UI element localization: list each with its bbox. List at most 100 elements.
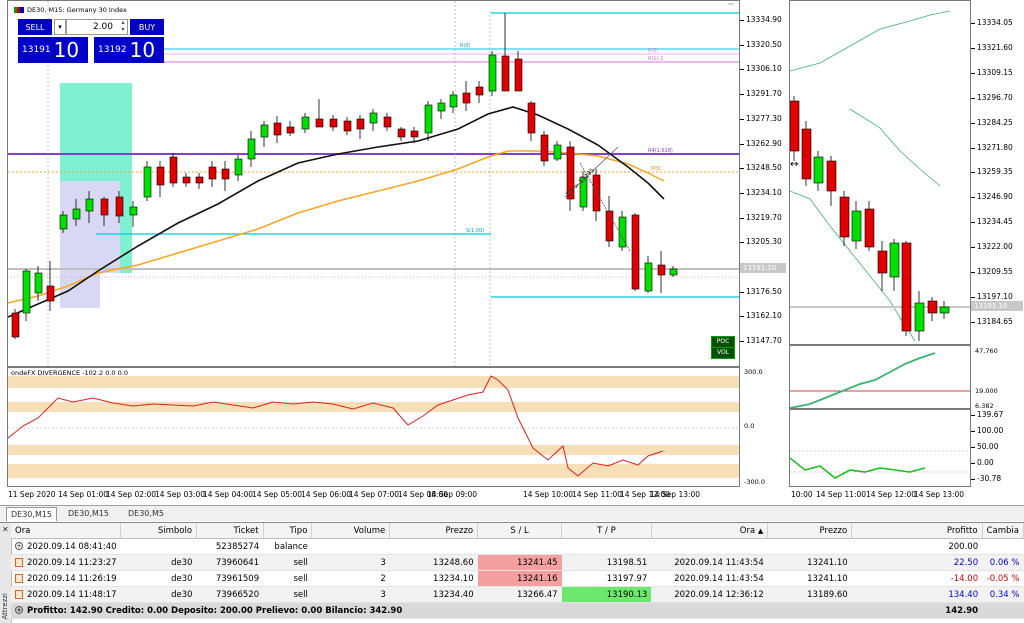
indicator-axis-label: -300.0 <box>744 478 765 486</box>
right-oscillator-1[interactable] <box>789 345 971 409</box>
column-header[interactable]: Prezzo <box>767 523 853 539</box>
price-axis-label: 13209.55 <box>977 267 1013 276</box>
axis-tick <box>740 316 744 318</box>
candle-body <box>927 300 938 314</box>
price-axis-label: 13197.10 <box>977 291 1013 301</box>
axis-tick <box>971 296 975 298</box>
candle-body <box>59 214 68 230</box>
candle-body <box>369 112 378 124</box>
candle-body <box>669 268 678 276</box>
candle-body <box>801 128 812 180</box>
candle-body <box>437 102 446 112</box>
order-icon <box>15 573 23 583</box>
close-icon[interactable]: ✕ <box>2 525 9 534</box>
summary-icon: + <box>15 606 23 614</box>
ma-orange-line <box>8 150 665 304</box>
axis-tick <box>971 463 975 464</box>
time-axis-label: 14 Sep 01:00 <box>58 490 109 499</box>
indicator-pane[interactable] <box>7 367 740 487</box>
volume-profile-area <box>60 273 100 308</box>
axis-tick <box>740 94 744 96</box>
table-row[interactable]: +2020.09.14 08:41:40 52385274 balance 20… <box>11 538 1024 555</box>
price-axis-label: 13184.65 <box>977 316 1013 326</box>
table-row[interactable]: 2020.09.14 11:23:27 de30 73960641 sell 3… <box>11 554 1024 571</box>
table-row[interactable]: 2020.09.14 11:26:19 de30 73961509 sell 2… <box>11 570 1024 587</box>
column-header[interactable]: Ora ▲ <box>651 523 769 539</box>
time-axis-label: 14 Sep 10:00 <box>523 490 574 499</box>
price-axis-label: 13234.10 <box>746 187 782 197</box>
osc1-axis-label: 19.000 <box>975 387 998 395</box>
column-header[interactable]: Ora <box>11 523 122 539</box>
axis-tick <box>971 172 975 174</box>
price-axis-label: 13219.70 <box>746 212 782 222</box>
osc2-line <box>790 457 926 479</box>
main-chart-canvas[interactable]: R(3) R(2) R(1)-1 R4(1.618) POC S(1.00) 1… <box>8 1 740 367</box>
column-header[interactable]: Profitto <box>851 523 983 539</box>
candle-body <box>169 156 178 184</box>
tab-chart-1[interactable]: DE30,M15 <box>6 507 58 521</box>
right-oscillator-2[interactable] <box>789 409 971 487</box>
price-axis-label: 13309.15 <box>977 67 1013 77</box>
trade-history-table: Ora Simbolo Ticket Tipo Volume Prezzo S … <box>11 523 1024 619</box>
time-axis-label: 10:00 <box>791 490 813 499</box>
candle-body <box>475 86 484 96</box>
column-header[interactable]: S / L <box>477 523 563 539</box>
chevron-down-icon: ▾ <box>58 23 62 31</box>
right-current-price-tag: 13191.10 <box>971 301 1023 311</box>
axis-tick <box>971 479 975 480</box>
right-chart-canvas <box>790 10 970 342</box>
candle-body <box>813 156 824 184</box>
column-header[interactable]: Cambia <box>982 523 1024 539</box>
main-price-axis[interactable]: 13334.90 13320.50 13306.10 13291.70 13277.30… <box>740 0 788 367</box>
order-icon <box>15 557 23 567</box>
price-axis-label: 13234.45 <box>977 217 1013 227</box>
sell-button[interactable]: SELL <box>18 19 52 35</box>
main-chart[interactable]: R(3) R(2) R(1)-1 R4(1.618) POC S(1.00) 1… <box>7 0 740 367</box>
time-axis-label: 14 Sep 02:00 <box>106 490 157 499</box>
main-time-axis: 11 Sep 2020 14 Sep 01:00 14 Sep 02:00 14 Se… <box>7 487 740 501</box>
column-header[interactable]: T / P <box>561 523 652 539</box>
axis-tick <box>971 272 975 273</box>
axis-tick <box>971 447 975 448</box>
bid-price[interactable]: 13191 10 <box>18 37 88 63</box>
zone-band <box>8 464 739 478</box>
level-label: S(1.00) <box>466 228 484 234</box>
lot-dropdown[interactable]: ▾ <box>54 19 66 35</box>
crosshair-icon[interactable]: ↔ <box>790 159 799 170</box>
axis-tick <box>971 222 975 224</box>
osc2-axis-label: 50.00 <box>977 442 999 451</box>
axis-tick <box>740 341 744 343</box>
ask-price[interactable]: 13192 10 <box>94 37 164 63</box>
lot-input[interactable]: 2.00 <box>66 19 128 35</box>
column-header[interactable]: Simbolo <box>120 523 198 539</box>
time-axis-label: 14 Sep 13:00 <box>650 490 701 499</box>
table-row[interactable]: 2020.09.14 11:48:17 de30 73966520 sell 3… <box>11 586 1024 603</box>
candle-body <box>527 102 536 134</box>
buy-button[interactable]: BUY <box>130 19 164 35</box>
right-candlesticks <box>790 96 950 341</box>
candle-body <box>462 92 471 104</box>
axis-tick <box>971 247 975 249</box>
bid-price-small: 13191 <box>22 45 51 55</box>
candle-body <box>129 206 138 216</box>
candle-body <box>914 302 925 332</box>
column-header[interactable]: Volume <box>311 523 391 539</box>
column-header[interactable]: Prezzo <box>389 523 479 539</box>
price-axis-label: 13262.90 <box>746 138 782 148</box>
candle-body <box>851 210 862 242</box>
lot-stepper[interactable]: ▴ ▾ <box>118 19 128 35</box>
right-chart[interactable]: ↔ <box>789 0 971 345</box>
candle-body <box>488 54 497 92</box>
tab-chart-3[interactable]: DE30,M5 <box>128 509 164 518</box>
price-axis-label: 13284.25 <box>977 117 1013 127</box>
candle-body <box>449 94 458 108</box>
axis-tick <box>971 97 975 99</box>
column-header[interactable]: Ticket <box>196 523 264 539</box>
axis-tick <box>740 118 744 120</box>
one-click-trading-panel[interactable]: SELL ▾ 2.00 ▴ ▾ BUY 13191 10 13192 10 <box>18 19 164 63</box>
right-price-axis[interactable]: 13334.05 13321.60 13309.15 13296.70 13284.25… <box>971 0 1024 345</box>
candle-body <box>195 176 204 184</box>
time-axis-label: 14 Sep 12:00 <box>620 490 671 499</box>
column-header[interactable]: Tipo <box>263 523 313 539</box>
tab-chart-2[interactable]: DE30,M15 <box>68 509 110 518</box>
